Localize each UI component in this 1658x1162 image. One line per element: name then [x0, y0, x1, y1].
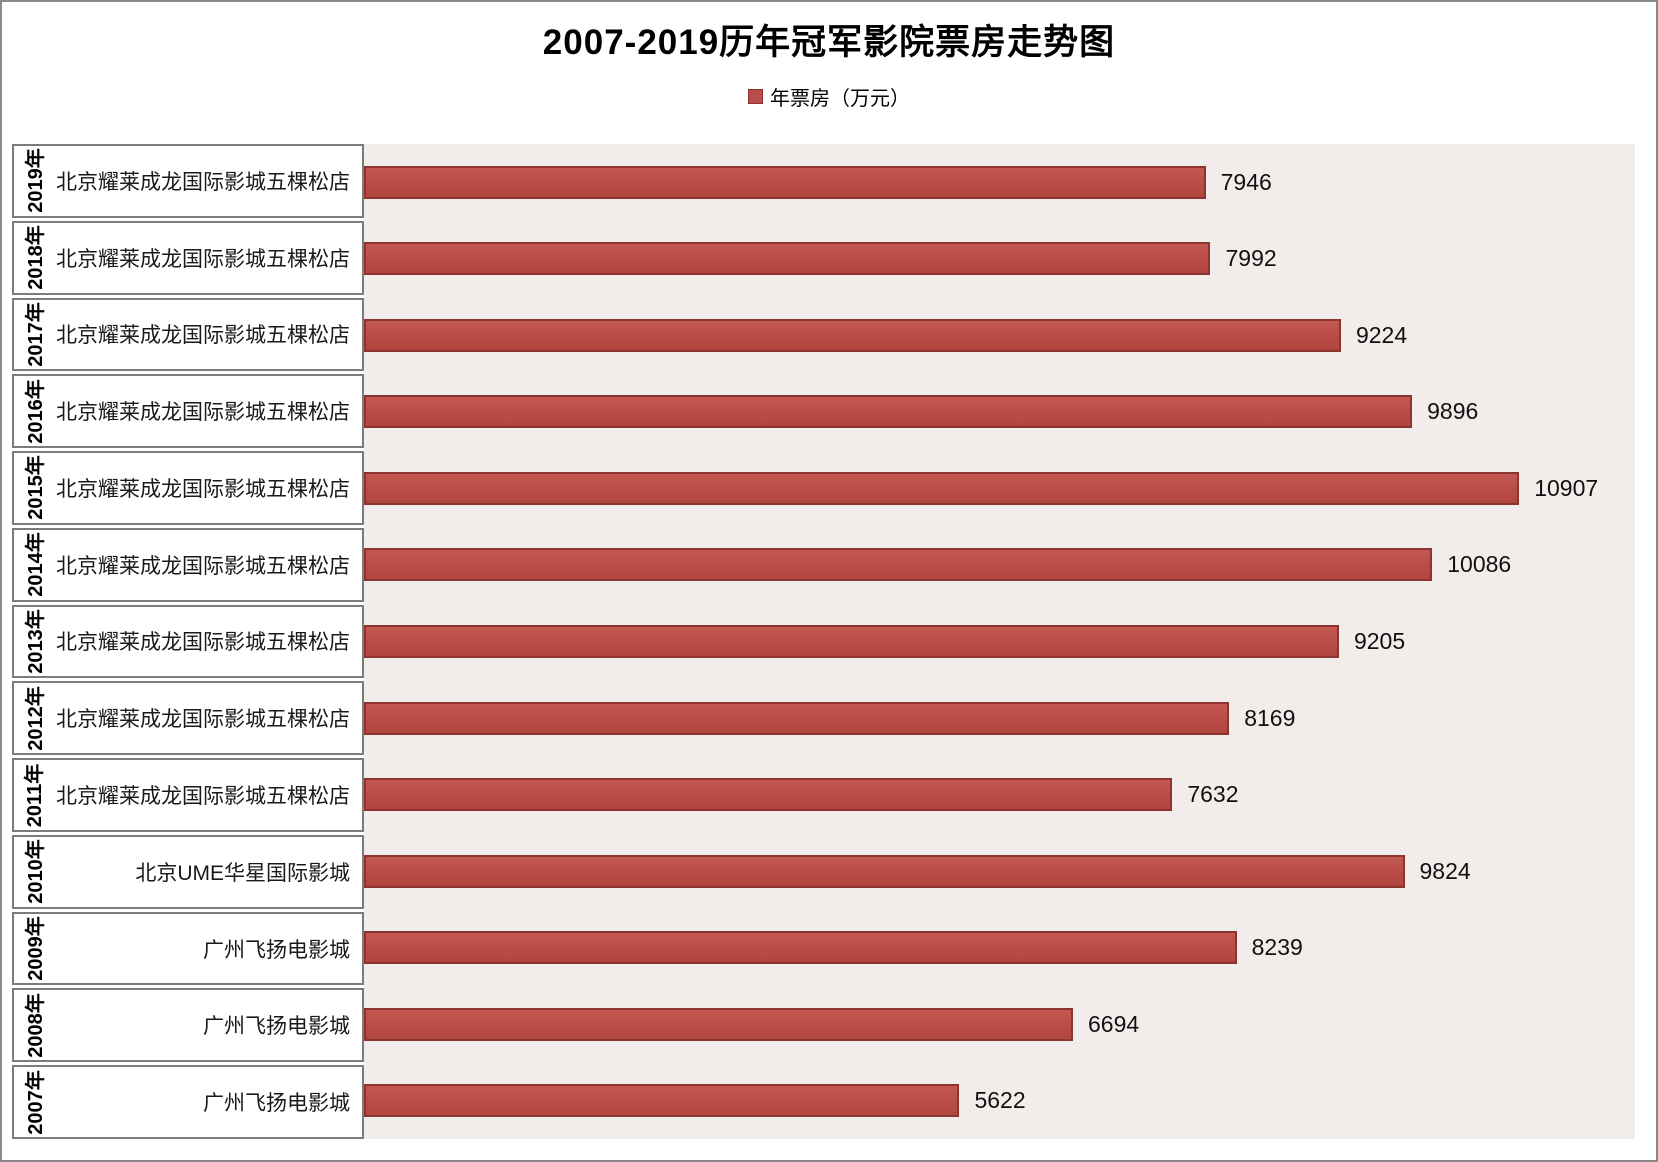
year-label: 2019年 — [24, 148, 47, 214]
year-label: 2011年 — [24, 763, 47, 827]
category-cell: 2009年 广州飞扬电影城 — [12, 911, 364, 986]
bar-row: 9224 — [364, 297, 1635, 374]
bar-row: 8239 — [364, 909, 1635, 986]
value-label: 7632 — [1187, 781, 1239, 808]
cinema-label: 北京耀莱成龙国际影城五棵松店 — [56, 247, 350, 271]
year-label-box: 2015年 — [14, 453, 52, 523]
value-label: 7992 — [1225, 245, 1277, 272]
year-label: 2013年 — [24, 609, 47, 674]
bar — [364, 1007, 1073, 1041]
cinema-label: 北京耀莱成龙国际影城五棵松店 — [56, 401, 350, 425]
legend: 年票房（万元） — [2, 82, 1656, 111]
bar — [364, 931, 1237, 965]
bar-row: 9205 — [364, 603, 1635, 680]
year-label: 2010年 — [24, 839, 47, 905]
value-label: 8239 — [1251, 934, 1303, 961]
cinema-label: 北京耀莱成龙国际影城五棵松店 — [56, 785, 350, 809]
year-label-box: 2014年 — [14, 530, 52, 600]
legend-label: 年票房（万元） — [770, 88, 910, 110]
year-label-box: 2013年 — [14, 607, 52, 677]
bar-row: 7632 — [364, 756, 1635, 833]
value-label: 6694 — [1088, 1010, 1140, 1037]
year-label: 2015年 — [24, 455, 47, 521]
year-label: 2014年 — [24, 532, 47, 597]
value-label: 10086 — [1447, 551, 1512, 578]
category-cell: 2007年 广州飞扬电影城 — [12, 1065, 364, 1139]
bar-row: 10086 — [364, 527, 1635, 604]
year-label-box: 2010年 — [14, 837, 52, 907]
bar-row: 9824 — [364, 833, 1635, 910]
bar — [364, 624, 1339, 658]
bar — [364, 1084, 960, 1118]
value-label: 5622 — [974, 1087, 1026, 1114]
bar — [364, 854, 1405, 888]
bar-row: 9896 — [364, 374, 1635, 451]
category-cell: 2013年 北京耀莱成龙国际影城五棵松店 — [12, 604, 364, 679]
value-label: 9224 — [1355, 321, 1408, 348]
year-label-box: 2016年 — [14, 376, 52, 446]
category-cell: 2010年 北京UME华星国际影城 — [12, 834, 364, 909]
category-cell: 2017年 北京耀莱成龙国际影城五棵松店 — [12, 297, 364, 372]
cinema-label: 北京耀莱成龙国际影城五棵松店 — [56, 477, 350, 501]
value-label: 9205 — [1353, 627, 1406, 654]
year-label: 2008年 — [24, 993, 47, 1058]
value-label: 7946 — [1220, 168, 1272, 195]
plot-area: 7946 7992 9224 9896 10907 10086 9205 8169 7632 98… — [364, 144, 1635, 1139]
category-cell: 2011年 北京耀莱成龙国际影城五棵松店 — [12, 758, 364, 832]
bar-chart: 2019年 北京耀莱成龙国际影城五棵松店 2018年 北京耀莱成龙国际影城五棵松店 20… — [12, 144, 1635, 1139]
year-label-box: 2011年 — [14, 760, 52, 830]
bar-row: 6694 — [364, 986, 1635, 1063]
year-label-box: 2009年 — [14, 914, 52, 984]
year-label: 2017年 — [24, 302, 47, 367]
bar — [364, 318, 1341, 352]
bar-row: 7992 — [364, 221, 1635, 298]
cinema-label: 北京耀莱成龙国际影城五棵松店 — [56, 324, 350, 348]
legend-marker-icon — [748, 89, 763, 104]
value-label: 10907 — [1534, 474, 1599, 501]
cinema-label: 北京UME华星国际影城 — [135, 861, 350, 885]
cinema-label: 北京耀莱成龙国际影城五棵松店 — [56, 554, 350, 578]
year-label-box: 2018年 — [14, 223, 52, 293]
bar-row: 10907 — [364, 450, 1635, 527]
bar-row: 5622 — [364, 1062, 1635, 1139]
year-label-box: 2017年 — [14, 300, 52, 370]
bar — [364, 471, 1520, 505]
category-axis: 2019年 北京耀莱成龙国际影城五棵松店 2018年 北京耀莱成龙国际影城五棵松店 20… — [12, 144, 364, 1139]
cinema-label: 广州飞扬电影城 — [203, 1092, 350, 1116]
cinema-label: 广州飞扬电影城 — [203, 938, 350, 962]
value-label: 9896 — [1427, 398, 1479, 425]
bar — [364, 242, 1211, 276]
year-label: 2012年 — [24, 686, 47, 751]
year-label: 2009年 — [24, 916, 47, 981]
category-cell: 2014年 北京耀莱成龙国际影城五棵松店 — [12, 527, 364, 602]
chart-title: 2007-2019历年冠军影院票房走势图 — [542, 23, 1116, 62]
year-label-box: 2019年 — [14, 146, 52, 216]
value-label: 8169 — [1244, 704, 1296, 731]
cinema-label: 北京耀莱成龙国际影城五棵松店 — [56, 631, 350, 655]
year-label-box: 2012年 — [14, 683, 52, 753]
year-label-box: 2008年 — [14, 990, 52, 1060]
bar-row: 7946 — [364, 144, 1635, 221]
bar — [364, 165, 1206, 199]
value-label: 9824 — [1419, 857, 1471, 884]
cinema-label: 北京耀莱成龙国际影城五棵松店 — [56, 708, 350, 732]
category-cell: 2012年 北京耀莱成龙国际影城五棵松店 — [12, 681, 364, 756]
bar — [364, 395, 1413, 429]
year-label: 2018年 — [24, 225, 47, 290]
bar — [364, 701, 1230, 735]
category-cell: 2008年 广州飞扬电影城 — [12, 988, 364, 1063]
category-cell: 2016年 北京耀莱成龙国际影城五棵松店 — [12, 374, 364, 449]
year-label-box: 2007年 — [14, 1067, 52, 1137]
year-label: 2007年 — [24, 1069, 47, 1135]
bar — [364, 548, 1433, 582]
bar-row: 8169 — [364, 680, 1635, 757]
cinema-label: 北京耀莱成龙国际影城五棵松店 — [56, 170, 350, 194]
category-cell: 2019年 北京耀莱成龙国际影城五棵松店 — [12, 144, 364, 218]
cinema-label: 广州飞扬电影城 — [203, 1015, 350, 1039]
bar — [364, 778, 1173, 812]
year-label: 2016年 — [24, 378, 47, 444]
category-cell: 2015年 北京耀莱成龙国际影城五棵松店 — [12, 451, 364, 525]
category-cell: 2018年 北京耀莱成龙国际影城五棵松店 — [12, 220, 364, 295]
